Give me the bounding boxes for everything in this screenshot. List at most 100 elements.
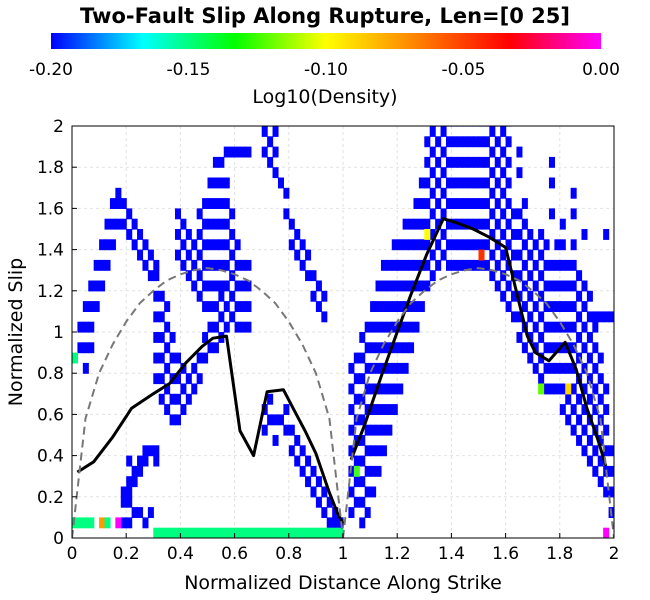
- density-cell: [185, 229, 192, 240]
- density-cell-high: [272, 527, 279, 538]
- density-cell: [370, 404, 377, 415]
- density-cell: [196, 208, 203, 220]
- density-cell: [483, 177, 490, 189]
- density-cell: [445, 177, 452, 189]
- density-cell: [597, 476, 604, 488]
- density-cell: [581, 404, 588, 415]
- x-tick-label: 1.6: [492, 544, 519, 564]
- density-cell-high: [82, 517, 89, 529]
- density-cell: [310, 486, 317, 498]
- density-cell: [332, 507, 339, 518]
- density-cell: [527, 229, 534, 240]
- density-cell: [424, 156, 431, 168]
- density-cell: [413, 198, 420, 209]
- x-tick-label: 1.2: [384, 544, 411, 564]
- density-cell: [386, 404, 393, 415]
- density-cell: [353, 496, 360, 508]
- density-cell: [581, 362, 588, 374]
- density-cell: [353, 476, 360, 488]
- density-cell: [532, 301, 539, 312]
- density-cell: [554, 259, 561, 271]
- density-cell: [576, 393, 583, 405]
- density-cell: [467, 218, 474, 230]
- density-cell: [126, 517, 133, 529]
- density-cell: [386, 342, 393, 354]
- density-cell: [586, 311, 593, 323]
- density-cell: [483, 126, 490, 127]
- density-cell: [489, 126, 496, 137]
- density-cell: [559, 383, 566, 395]
- density-cell: [445, 239, 452, 251]
- density-cell: [120, 517, 127, 529]
- density-cell: [131, 218, 138, 230]
- density-cell: [229, 249, 236, 261]
- density-cell: [570, 259, 577, 271]
- density-cell: [169, 332, 176, 343]
- density-cell: [234, 280, 241, 292]
- density-cell: [505, 239, 512, 251]
- density-cell: [153, 270, 160, 282]
- density-cell: [185, 270, 192, 282]
- y-tick-label: 0.6: [37, 405, 64, 425]
- density-cell: [147, 270, 154, 282]
- density-cell: [527, 249, 534, 261]
- density-cell-high: [321, 527, 328, 538]
- density-cell: [207, 177, 214, 189]
- density-cell: [99, 280, 106, 292]
- density-cell: [456, 239, 463, 251]
- density-cell: [180, 218, 187, 230]
- density-cell: [196, 229, 203, 240]
- density-cell: [527, 290, 534, 302]
- density-cell-high: [603, 527, 610, 538]
- density-cell: [521, 342, 528, 354]
- density-cell: [88, 342, 95, 354]
- density-cell: [391, 404, 398, 415]
- x-tick-label: 0: [67, 544, 78, 564]
- density-cell: [202, 259, 209, 271]
- density-cell-high: [202, 527, 209, 538]
- density-cell: [88, 321, 95, 333]
- density-cell: [483, 239, 490, 251]
- density-cell: [440, 229, 447, 240]
- density-cell: [586, 290, 593, 302]
- density-cell: [305, 270, 312, 282]
- density-cell: [234, 146, 241, 158]
- density-cell: [223, 239, 230, 251]
- density-cell: [299, 259, 306, 271]
- density-cell: [288, 218, 295, 230]
- density-cell: [538, 270, 545, 282]
- density-cell: [93, 301, 100, 312]
- density-cell: [473, 126, 480, 127]
- colorbar-tick-label: -0.10: [304, 60, 348, 80]
- density-cell: [207, 321, 214, 333]
- density-cell-high: [245, 527, 252, 538]
- density-cell-high: [164, 527, 171, 538]
- density-cell: [494, 259, 501, 271]
- density-cell: [597, 311, 604, 323]
- density-cell: [451, 198, 458, 209]
- density-cell: [435, 177, 442, 189]
- density-cell: [462, 126, 469, 127]
- density-cell-high: [77, 517, 84, 529]
- density-cell: [408, 301, 415, 312]
- density-cell: [174, 373, 181, 385]
- density-cell: [180, 239, 187, 251]
- density-cell: [505, 126, 512, 127]
- x-tick-label: 0.6: [221, 544, 248, 564]
- density-cell: [115, 187, 122, 199]
- density-cell: [397, 259, 404, 271]
- density-cell: [315, 476, 322, 488]
- density-cell: [451, 156, 458, 168]
- density-cell: [288, 239, 295, 251]
- density-cell: [413, 301, 420, 312]
- density-cell-high: [277, 527, 284, 538]
- density-cell: [500, 249, 507, 261]
- density-cell: [196, 290, 203, 302]
- density-cell: [586, 455, 593, 467]
- density-cell: [348, 362, 355, 374]
- density-cell: [565, 414, 572, 426]
- density-cell: [315, 301, 322, 312]
- density-cell-high: [169, 527, 176, 538]
- density-cell: [359, 332, 366, 343]
- density-cell: [218, 311, 225, 323]
